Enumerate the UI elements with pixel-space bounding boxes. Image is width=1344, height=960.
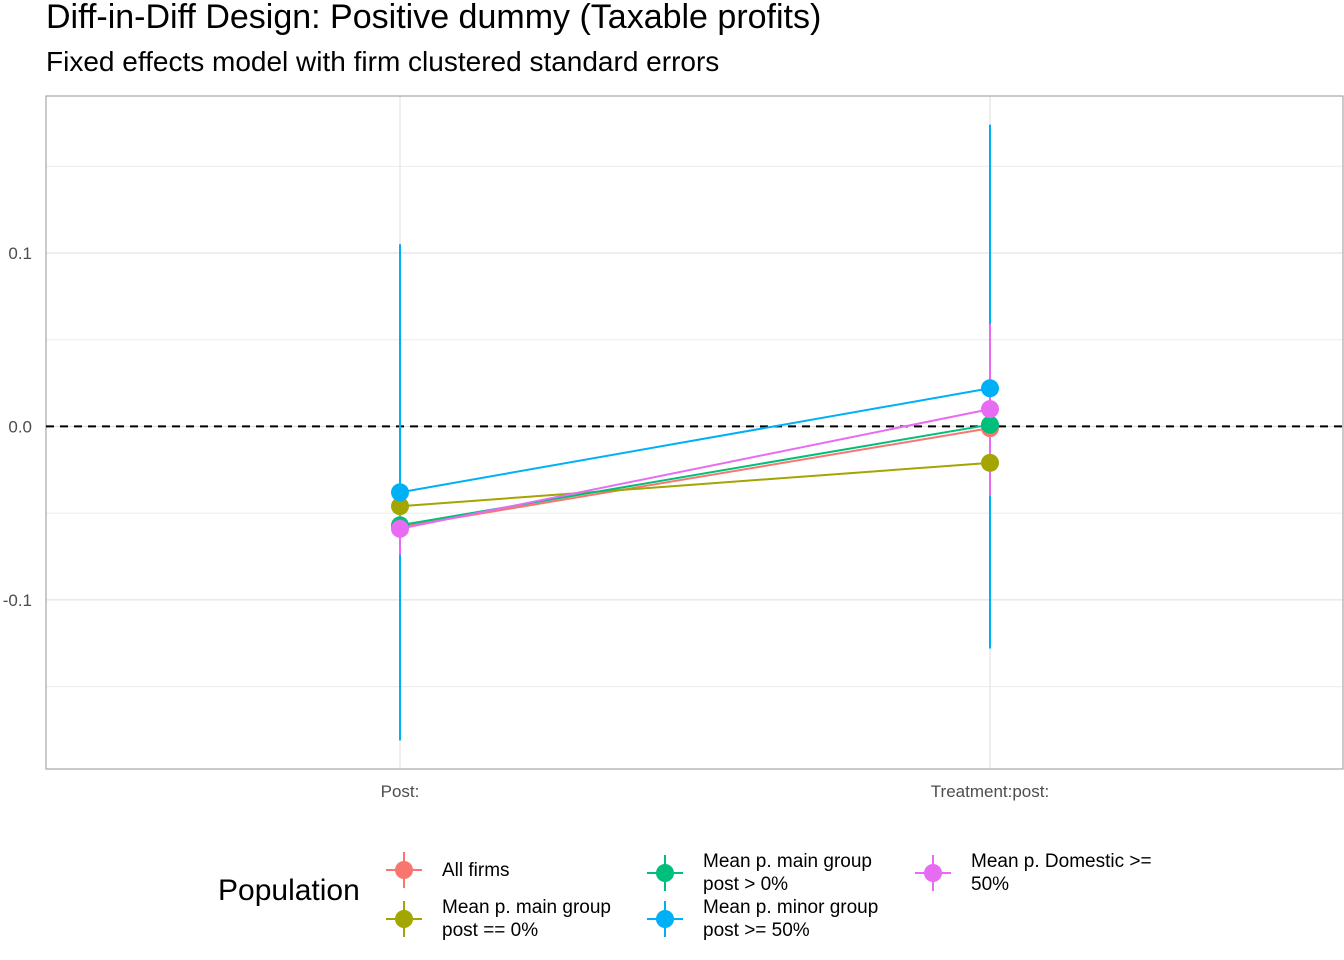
chart-title: Diff-in-Diff Design: Positive dummy (Tax…: [46, 0, 822, 36]
data-point: [981, 400, 999, 419]
data-point: [391, 497, 409, 516]
chart-subtitle: Fixed effects model with firm clustered …: [46, 46, 720, 77]
data-point: [391, 483, 409, 502]
legend-key-icon: [647, 901, 683, 937]
legend-label: All firms: [442, 859, 510, 881]
series-line: [399, 408, 991, 530]
legend-item: Mean p. main group post > 0%: [645, 850, 872, 896]
y-tick-label: 0.0: [8, 417, 32, 436]
legend-item: All firms: [384, 850, 510, 890]
y-tick-label: 0.1: [8, 244, 32, 263]
legend-title: Population: [218, 874, 360, 907]
legend-item: Mean p. main group post == 0%: [384, 896, 611, 942]
panel-border: [45, 95, 1344, 770]
legend-item: Mean p. Domestic >= 50%: [913, 850, 1152, 896]
y-tick-label: -0.1: [3, 591, 32, 610]
legend-label: Mean p. main group post == 0%: [442, 897, 611, 941]
legend-label: Mean p. main group post > 0%: [703, 851, 872, 895]
data-point: [981, 453, 999, 472]
legend-key-icon: [915, 855, 951, 891]
data-point: [391, 519, 409, 538]
series-line: [399, 461, 991, 508]
x-tick-label: Post:: [381, 782, 420, 801]
data-point: [981, 379, 999, 398]
legend-label: Mean p. minor group post >= 50%: [703, 897, 879, 941]
legend-key-icon: [386, 852, 422, 888]
legend-item: Mean p. minor group post >= 50%: [645, 896, 878, 942]
series-line: [399, 387, 991, 494]
legend-key-icon: [386, 901, 422, 937]
legend-key-icon: [647, 855, 683, 891]
data-point: [981, 415, 999, 434]
series-line: [399, 427, 991, 529]
x-tick-label: Treatment:post:: [931, 782, 1049, 801]
legend-label: Mean p. Domestic >= 50%: [971, 851, 1152, 895]
